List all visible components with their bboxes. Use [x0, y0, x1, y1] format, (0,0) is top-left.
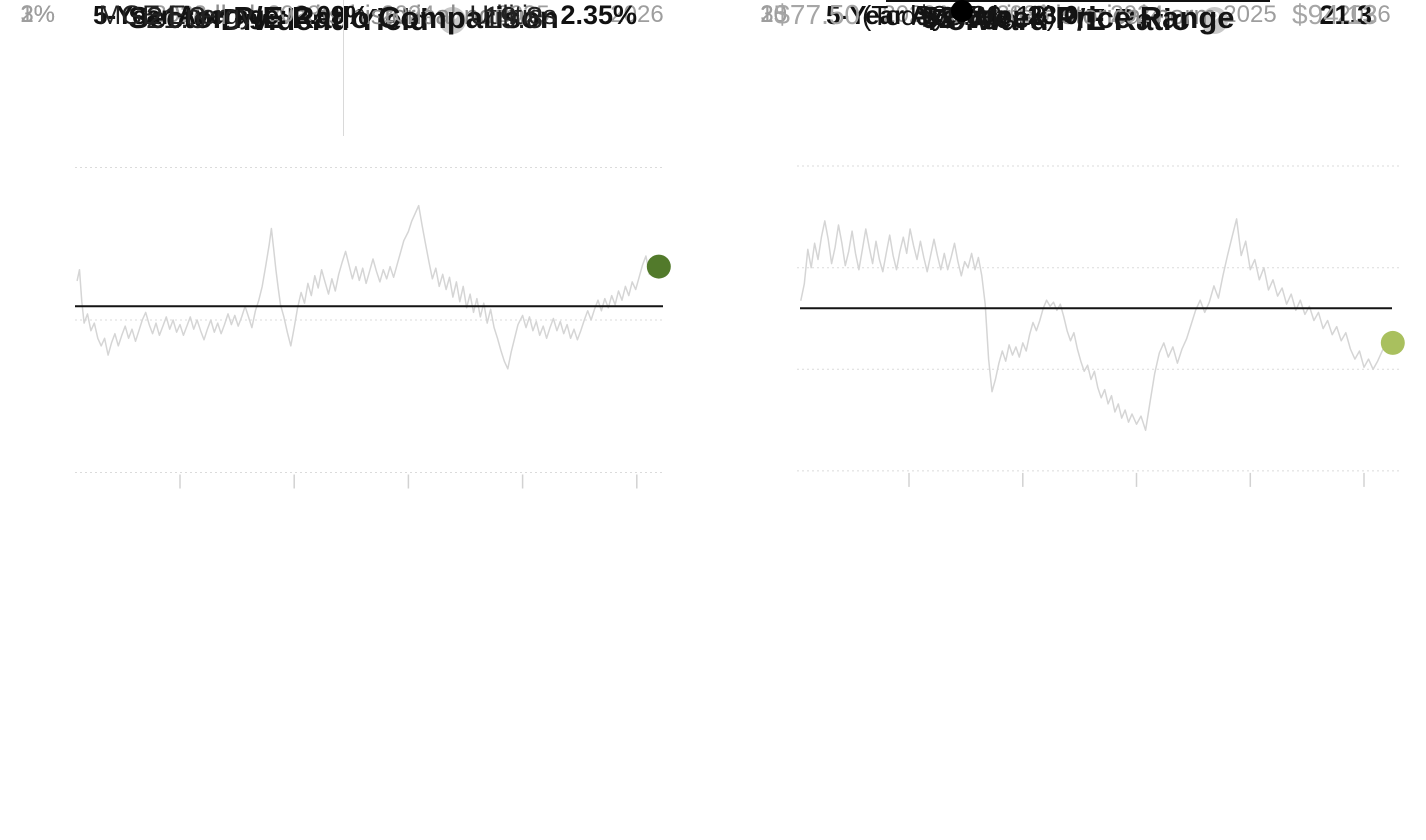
average-line-label: 5-Year Average: 2.09% — [93, 0, 369, 30]
current-value-label: 2.35% — [560, 0, 637, 30]
company-pe-value: 21.3 — [145, 0, 207, 35]
sector-pe-value: 19.8 — [482, 0, 544, 35]
sector-name: Utilities — [469, 0, 557, 30]
price-range-high: $94.13 — [1292, 0, 1378, 30]
question-mark-glyph: ? — [1208, 9, 1221, 30]
price-range-track[interactable] — [886, 0, 1270, 2]
x-axis-label: 2024 — [1110, 1, 1164, 28]
company-name: MGE Energy — [98, 0, 254, 30]
x-axis-label: 2022 — [153, 1, 207, 28]
x-axis-label: 2024 — [381, 1, 435, 28]
x-axis-label: 2022 — [882, 1, 936, 28]
history-line — [800, 218, 1388, 432]
help-icon[interactable]: ? — [439, 6, 467, 34]
y-axis-label: 25 — [760, 1, 787, 28]
y-axis-label: 30 — [760, 1, 787, 28]
question-mark-glyph: ? — [447, 9, 459, 30]
dividend-yield-title: Dividend Yield — [220, 2, 429, 37]
x-axis-label: 2023 — [996, 1, 1050, 28]
current-value-label: 21.3 — [1319, 0, 1372, 30]
y-axis-label: 3% — [20, 1, 55, 28]
x-axis-label: 2023 — [267, 1, 321, 28]
current-value-dot — [1380, 330, 1405, 355]
dividend-yield-subtitle: Well above its historical norm — [174, 0, 526, 30]
y-axis-label: 20 — [760, 1, 787, 28]
current-value-dot — [646, 254, 671, 279]
x-axis-label: 2026 — [610, 1, 664, 28]
price-range-title: 52-Week Price Range — [921, 0, 1235, 35]
x-axis-label: 2025 — [496, 1, 550, 28]
help-icon[interactable]: ? — [1200, 6, 1228, 34]
y-axis-label: 1% — [20, 1, 55, 28]
history-line — [76, 204, 654, 370]
forward-pe-chart — [797, 165, 1405, 487]
price-range-handle[interactable] — [951, 0, 973, 22]
price-range-low: $77.50 — [774, 0, 860, 30]
forward-pe-subtitle: Near its historical norm — [939, 0, 1217, 30]
y-axis-label: 2% — [20, 1, 55, 28]
column-divider — [343, 0, 344, 136]
x-axis-label: 2026 — [1337, 1, 1391, 28]
y-axis-label: 15 — [760, 1, 787, 28]
dividend-yield-header: Dividend Yield ? — [0, 0, 687, 40]
dividend-yield-chart — [75, 167, 671, 489]
x-axis-label: 2025 — [1223, 1, 1277, 28]
